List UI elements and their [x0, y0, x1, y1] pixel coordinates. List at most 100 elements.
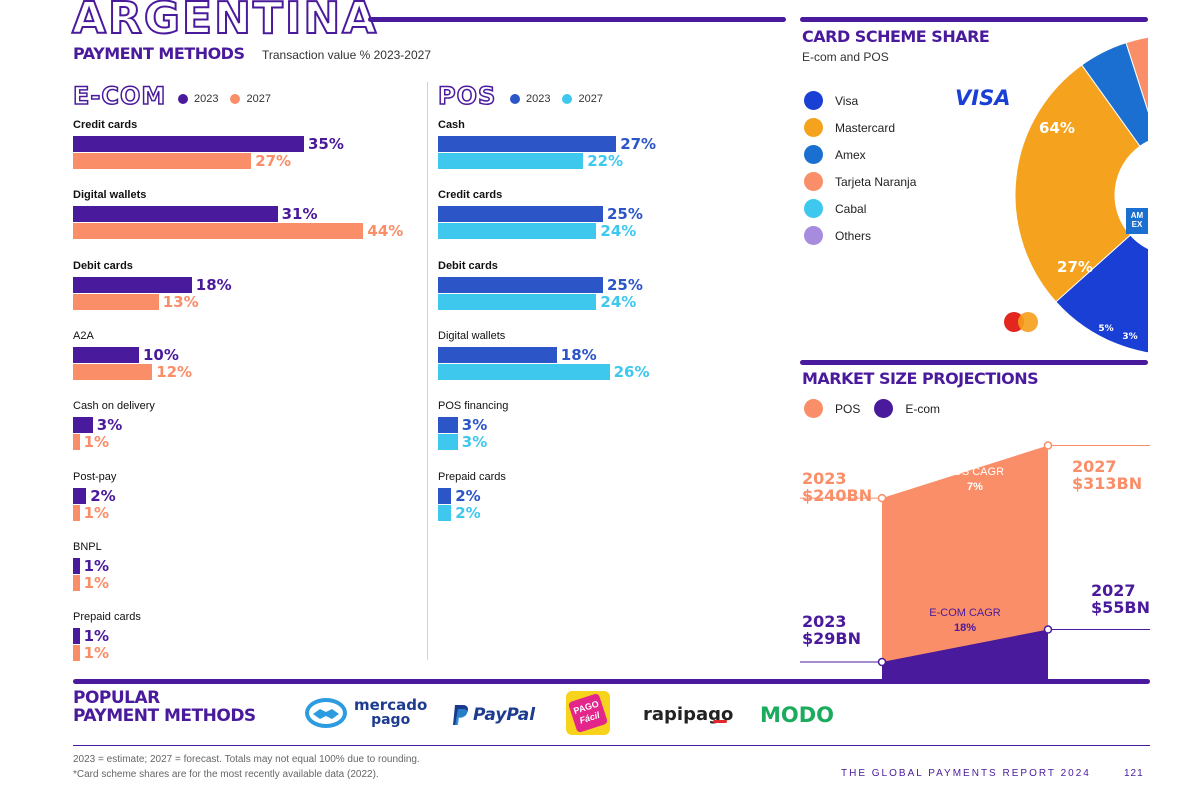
data-label-2027: 1%: [83, 644, 110, 663]
rapipago-swoosh: [713, 720, 727, 723]
data-label-2023: 3%: [461, 416, 488, 435]
ecom-2023-marker: [877, 657, 887, 667]
data-label-2023: 3%: [96, 416, 123, 435]
footer-rule: [73, 745, 1150, 746]
category-label: BNPL: [73, 540, 102, 553]
legend-label: Mastercard: [835, 120, 896, 135]
card-scheme-rule: [800, 17, 1148, 22]
ecom-section-title: E-COM: [72, 81, 167, 111]
ecom-cagr-value: 18%: [953, 622, 977, 634]
legend-item-others: Others: [804, 222, 916, 249]
category-label: Cash: [438, 119, 465, 131]
bar-2023: [73, 417, 93, 434]
bar-2027: [438, 434, 458, 451]
data-label-2023: 25%: [607, 275, 643, 294]
data-label-2023: 18%: [195, 275, 232, 294]
legend-2027-label: 2027: [246, 93, 271, 105]
data-label-2027: 12%: [156, 362, 193, 381]
mercadopago-text: mercado: [354, 696, 428, 714]
pos-2027-marker: [1043, 441, 1053, 450]
legend-2027-swatch: [562, 94, 573, 104]
data-label-2027: 1%: [83, 433, 110, 452]
data-label-2023: 27%: [620, 135, 657, 153]
legend-label: Tarjeta Naranja: [835, 174, 917, 189]
data-label-2027: 24%: [600, 222, 637, 241]
legend-label: Cabal: [835, 201, 867, 216]
data-label-2023: 10%: [143, 345, 179, 364]
popular-title-line1: POPULAR: [73, 688, 160, 708]
donut-label: 3%: [1122, 332, 1137, 342]
pos-section-title: POS: [437, 81, 497, 111]
legend-2023-swatch: [178, 94, 188, 104]
data-label-2023: 1%: [83, 627, 110, 646]
pos-cagr-value: 7%: [967, 481, 983, 493]
card-scheme-legend: Visa Mastercard Amex Tarjeta Naranja Cab…: [804, 87, 916, 249]
visa-logo: VISA: [955, 86, 1011, 110]
ecom-swatch: [874, 399, 894, 418]
data-label-2023: 2%: [455, 486, 481, 505]
market-legend: POS E-com: [804, 395, 940, 422]
ecom-2027-value: $55BN: [1091, 598, 1150, 617]
category-label: Digital wallets: [73, 189, 147, 202]
others-swatch: [804, 226, 823, 245]
bar-2023: [73, 346, 139, 363]
mercadopago-subtext: pago: [371, 712, 411, 728]
popular-title: POPULAR PAYMENT METHODS: [73, 689, 256, 725]
pos-swatch: [804, 399, 823, 418]
bar-2027: [73, 434, 80, 451]
market-title: MARKET SIZE PROJECTIONS: [802, 369, 1039, 388]
category-label: Credit cards: [73, 119, 138, 131]
legend-2023-label: 2023: [194, 93, 219, 105]
bar-2027: [438, 153, 584, 169]
ecom-2023-year: 2023: [802, 612, 847, 631]
legend-label: E-com: [905, 401, 941, 416]
legend-item-ecom: E-com: [874, 395, 940, 422]
bar-2023: [438, 276, 603, 293]
category-label: Prepaid cards: [438, 470, 506, 483]
pagofacil-logo: PAGO Fácil: [566, 691, 610, 735]
legend-item-tarjeta-naranja: Tarjeta Naranja: [804, 168, 916, 195]
country-title: ARGENTINA: [71, 0, 379, 45]
category-label: Debit cards: [438, 259, 498, 272]
card-scheme-subtitle: E-com and POS: [802, 50, 889, 64]
card-scheme-donut: 64%27%5%3%1%: [1014, 36, 1148, 354]
mercadopago-logo: mercado pago: [304, 697, 427, 729]
category-label: Credit cards: [438, 189, 503, 202]
header-rule: [368, 17, 786, 22]
data-label-2023: 25%: [607, 205, 643, 224]
category-label: Debit cards: [73, 259, 133, 272]
legend-item-cabal: Cabal: [804, 195, 916, 222]
visa-swatch: [804, 91, 823, 110]
bar-2023: [73, 557, 80, 574]
tarjeta-naranja-swatch: [804, 172, 823, 191]
legend-2023-label: 2023: [526, 93, 551, 105]
donut-slice-mastercard: [1014, 64, 1141, 303]
category-label: POS financing: [438, 400, 509, 413]
bar-2023: [438, 346, 557, 363]
bar-2027: [73, 574, 80, 591]
footnote-2: *Card scheme shares are for the most rec…: [73, 769, 379, 780]
ecom-2023-value: $29BN: [802, 629, 861, 648]
ecom-2027-marker: [1043, 625, 1053, 634]
paypal-icon: [453, 705, 468, 725]
bar-2023: [73, 276, 192, 293]
data-label-2023: 18%: [560, 345, 597, 364]
page-subtitle: Transaction value % 2023-2027: [262, 48, 431, 62]
pos-area: [882, 445, 1048, 680]
bar-2023: [73, 206, 278, 223]
data-label-2027: 22%: [587, 152, 624, 170]
legend-label: Visa: [835, 93, 859, 108]
data-label-2027: 1%: [83, 573, 110, 592]
paypal-logo: PayPal: [451, 704, 535, 726]
report-name: THE GLOBAL PAYMENTS REPORT 2024: [841, 768, 1091, 779]
legend-2027-label: 2027: [578, 93, 603, 105]
pos-2023-value: $240BN: [802, 486, 873, 505]
amex-logo: AM EX: [1126, 208, 1148, 234]
bar-2027: [73, 645, 80, 662]
donut-label: 5%: [1098, 324, 1113, 334]
donut-slice-visa: [1055, 234, 1148, 354]
ecom-cagr-label: E-COM CAGR: [929, 607, 1001, 619]
pos-2023-year: 2023: [802, 469, 847, 488]
data-label-2027: 26%: [613, 362, 650, 381]
market-size-chart: [800, 441, 1150, 680]
